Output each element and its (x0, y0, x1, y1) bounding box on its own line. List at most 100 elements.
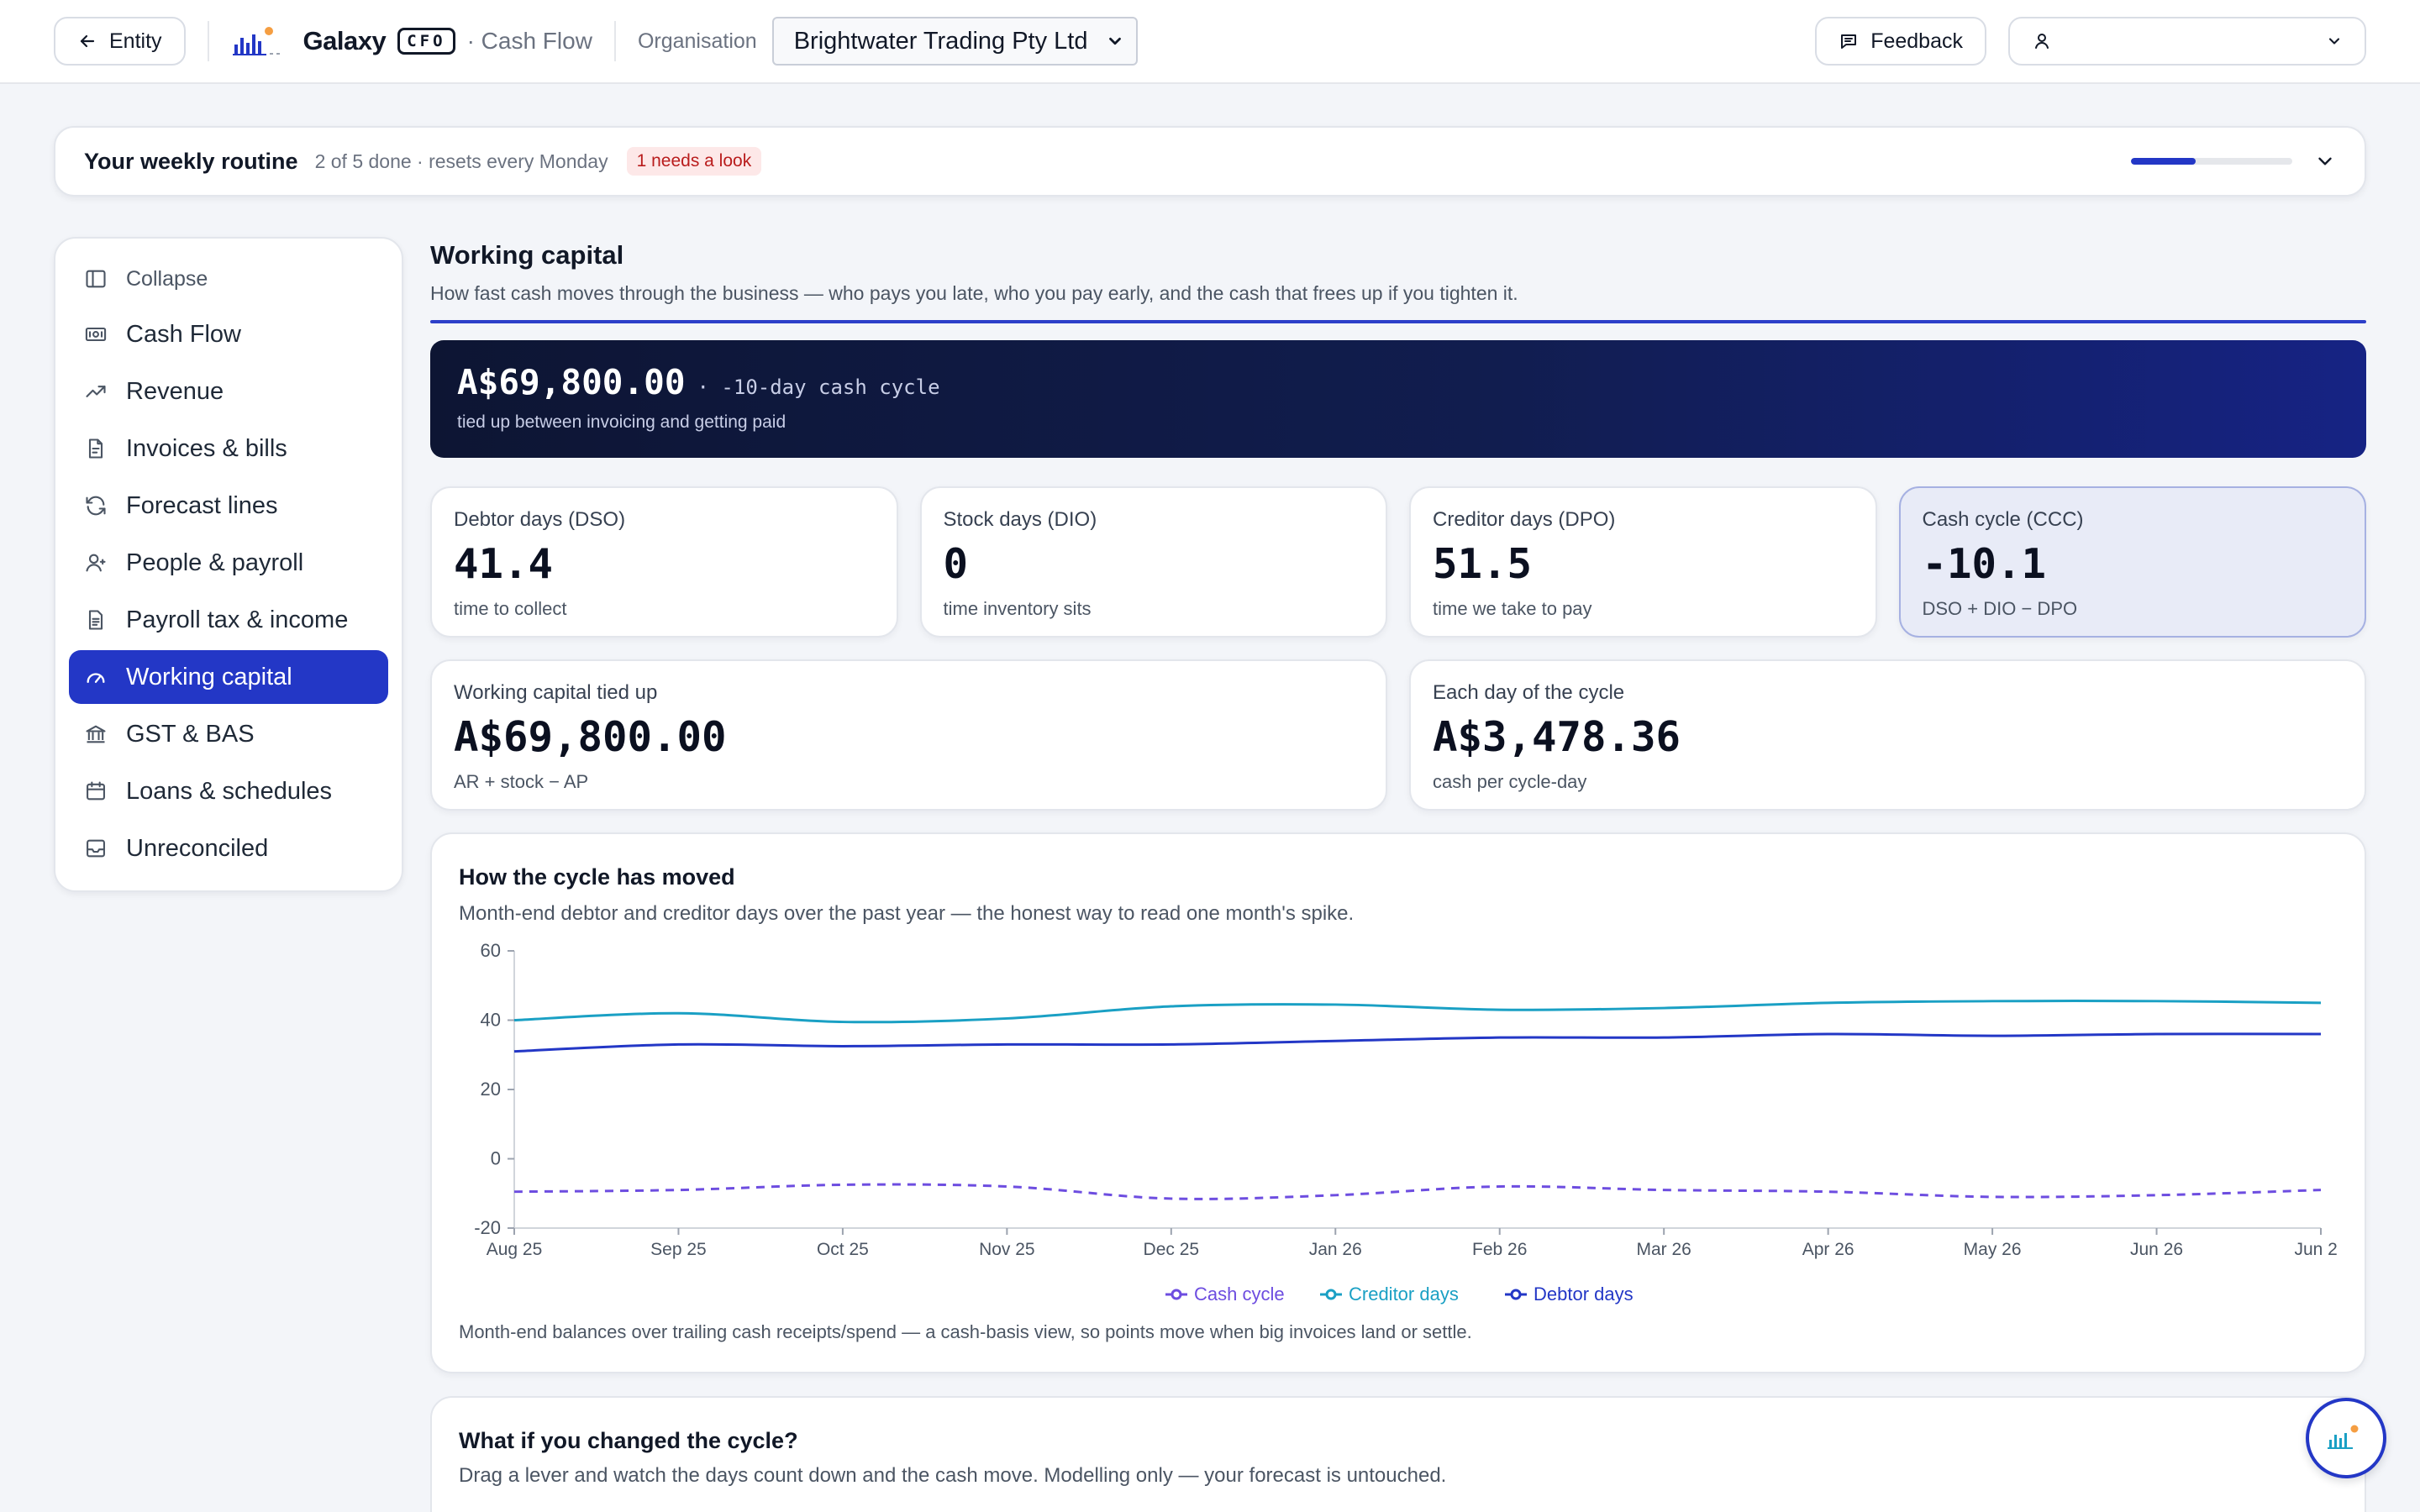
x-tick-label: Apr 26 (1802, 1240, 1854, 1259)
metric-value: 51.5 (1433, 540, 1533, 588)
sidebar-item-label: Cash Flow (126, 320, 241, 348)
bank-icon (86, 725, 106, 743)
metric-cards: Debtor days (DSO) 41.4 time to collect S… (430, 486, 2366, 638)
y-tick-label: 0 (491, 1148, 501, 1169)
legend-marker (1325, 1289, 1337, 1300)
sidebar-item-unreconciled[interactable]: Unreconciled (69, 822, 388, 875)
sidebar-item-label: Unreconciled (126, 834, 269, 862)
metric-label: Stock days (DIO) (943, 508, 1097, 531)
x-tick-label: May 26 (1964, 1240, 2022, 1259)
galaxy-logo-icon (232, 27, 280, 55)
sidebar-item-revenue[interactable]: Revenue (69, 365, 388, 418)
user-icon (2035, 34, 2049, 49)
routine-meta: 2 of 5 done · resets every Monday (314, 150, 608, 172)
chevron-down-icon[interactable] (2314, 150, 2336, 172)
sidebar-item-cash-flow[interactable]: Cash Flow (69, 307, 388, 361)
sidebar-item-label: Revenue (126, 377, 224, 405)
metric-value: -10.1 (1922, 540, 2047, 588)
organisation-select[interactable]: Brightwater Trading Pty Ltd (771, 17, 1139, 66)
x-tick-label: Nov 25 (979, 1240, 1035, 1259)
page-title: Working capital (430, 240, 624, 270)
brand-name: Galaxy (302, 26, 387, 55)
sidebar-item-people-payroll[interactable]: People & payroll (69, 536, 388, 590)
hero-subtitle: tied up between invoicing and getting pa… (457, 412, 786, 432)
inbox-icon (87, 839, 105, 858)
chevron-down-icon (1109, 37, 1122, 45)
cycle-chart-card: How the cycle has moved Month-end debtor… (430, 832, 2366, 1373)
sidebar-item-gst-bas[interactable]: GST & BAS (69, 707, 388, 761)
metric-card-dio: Stock days (DIO) 0 time inventory sits (919, 486, 1387, 638)
sidebar-item-label: Forecast lines (126, 491, 278, 519)
feedback-button[interactable]: Feedback (1815, 17, 1986, 66)
banknote-icon (85, 327, 107, 342)
y-tick-label: 60 (481, 940, 501, 961)
sidebar-item-label: Working capital (126, 663, 292, 690)
x-tick-label: Sep 25 (650, 1240, 707, 1259)
sidebar-collapse-label: Collapse (126, 266, 208, 291)
brand: Galaxy CFO · Cash Flow (231, 23, 592, 60)
back-to-entity-button[interactable]: Entity (54, 17, 186, 66)
y-tick-label: 40 (481, 1010, 501, 1031)
back-label: Entity (109, 29, 162, 53)
sidebar-item-label: People & payroll (126, 549, 304, 576)
sidebar-item-forecast-lines[interactable]: Forecast lines (69, 479, 388, 533)
sidebar: Collapse Cash Flow Revenue Invoices & bi… (54, 237, 403, 892)
metric-label: Cash cycle (CCC) (1922, 508, 2084, 531)
weekly-routine-bar[interactable]: Your weekly routine 2 of 5 done · resets… (54, 126, 2366, 197)
metric-label: Creditor days (DPO) (1433, 508, 1616, 531)
routine-title: Your weekly routine (84, 148, 298, 174)
sidebar-item-loans-schedules[interactable]: Loans & schedules (69, 764, 388, 818)
refresh-icon (86, 496, 106, 516)
summary-value: A$69,800.00 (454, 713, 727, 761)
x-tick-label: Mar 26 (1637, 1240, 1691, 1259)
top-bar: Entity Galaxy CFO · Cash Flow Organisati… (0, 0, 2420, 84)
legend-marker (1510, 1289, 1522, 1300)
series-line-cash-cycle (513, 1183, 2322, 1200)
sidebar-item-invoices-bills[interactable]: Invoices & bills (69, 422, 388, 475)
divider (613, 21, 616, 61)
metric-card-dso: Debtor days (DSO) 41.4 time to collect (430, 486, 898, 638)
legend-marker (1171, 1289, 1182, 1300)
organisation-value: Brightwater Trading Pty Ltd (793, 27, 1088, 55)
metric-card-ccc: Cash cycle (CCC) -10.1 DSO + DIO − DPO (1898, 486, 2366, 638)
needs-attention-badge: 1 needs a look (626, 147, 762, 176)
title-underline (430, 320, 2366, 323)
summary-card-cycle-day: Each day of the cycle A$3,478.36 cash pe… (1409, 659, 2366, 811)
user-menu[interactable] (2008, 17, 2366, 66)
what-if-subtitle: Drag a lever and watch the days count do… (459, 1464, 1447, 1487)
message-square-icon (1841, 34, 1857, 49)
series-line-debtor-days (513, 1032, 2322, 1053)
metric-sub: DSO + DIO − DPO (1922, 598, 2078, 619)
organisation-label: Organisation (637, 29, 757, 53)
sidebar-collapse-button[interactable]: Collapse (69, 254, 388, 304)
chart-note: Month-end balances over trailing cash re… (459, 1321, 1472, 1342)
sidebar-item-payroll-tax[interactable]: Payroll tax & income (69, 593, 388, 647)
arrow-left-icon (80, 34, 95, 48)
sidebar-item-label: Payroll tax & income (126, 606, 349, 633)
x-tick-label: Jan 26 (1309, 1240, 1362, 1259)
hero-amount: A$69,800.00 (457, 362, 686, 402)
legend-label: Debtor days (1534, 1284, 1634, 1305)
user-icon (86, 554, 106, 572)
metric-value: 0 (943, 540, 969, 588)
page-description: How fast cash moves through the business… (430, 282, 1518, 304)
document-icon (88, 610, 103, 630)
metric-card-dpo: Creditor days (DPO) 51.5 time we take to… (1409, 486, 1877, 638)
series-line-creditor-days (513, 1000, 2322, 1024)
chevron-down-icon (2328, 38, 2340, 45)
brand-badge: CFO (397, 28, 455, 55)
summary-sub: cash per cycle-day (1433, 771, 1587, 792)
cycle-line-chart: 60 40 20 0 -20 Aug 25 Sep 25 Oct 25 Nov 25 Dec 25… (474, 940, 2347, 1305)
sidebar-item-label: Invoices & bills (126, 434, 287, 462)
legend-label: Creditor days (1349, 1284, 1459, 1305)
working-capital-hero: A$69,800.00 · -10-day cash cycle tied up… (430, 340, 2366, 458)
summary-cards: Working capital tied up A$69,800.00 AR +… (430, 659, 2366, 811)
summary-label: Working capital tied up (454, 681, 658, 704)
file-invoice-icon (88, 438, 103, 459)
trending-up-icon (86, 386, 106, 397)
assistant-launcher-button[interactable] (2306, 1398, 2386, 1478)
summary-card-working-capital: Working capital tied up A$69,800.00 AR +… (430, 659, 1387, 811)
sidebar-item-working-capital[interactable]: Working capital (69, 650, 388, 704)
galaxy-logo-icon (2328, 1425, 2359, 1449)
summary-label: Each day of the cycle (1433, 681, 1625, 704)
